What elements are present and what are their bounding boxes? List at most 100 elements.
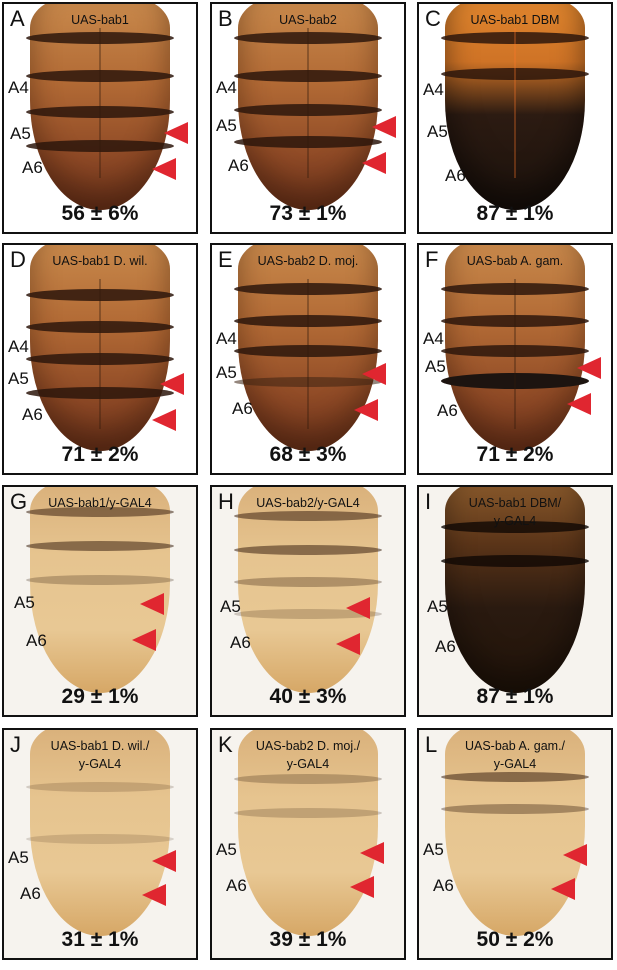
panel-K: K UAS-bab2 D. moj./ y-GAL4 A5 A6 39 ± 1% [210,728,406,960]
percentage-label: 71 ± 2% [476,443,554,466]
genotype-label: UAS-bab A. gam. [466,254,564,268]
panel-letter: J [10,732,21,757]
abdomen-photo [441,730,589,936]
segment-label: A4 [8,337,29,356]
panel-letter: E [218,247,233,272]
panel-D: D UAS-bab1 D. wil. A4 A5 A6 71 ± 2% [2,243,198,475]
red-arrow-icon [140,593,164,615]
segment-label: A6 [22,158,43,177]
segment-label: A5 [8,369,29,388]
red-arrow-icon [360,842,384,864]
segment-label: A5 [423,840,444,859]
panel-F: F UAS-bab A. gam. A4 A5 A6 71 ± 2% [417,243,613,475]
red-arrow-icon [152,850,176,872]
percentage-label: 68 ± 3% [269,443,347,466]
red-arrow-icon [362,152,386,174]
red-arrow-icon [142,884,166,906]
panel-L: L UAS-bab A. gam./ y-GAL4 A5 A6 50 ± 2% [417,728,613,960]
abdomen-photo [26,245,174,451]
red-arrow-icon [350,876,374,898]
genotype-label: UAS-bab1 D. wil. [52,254,148,268]
segment-label: A6 [20,884,41,903]
abdomen-photo [234,245,382,451]
genotype-label: UAS-bab1 DBM/ y-GAL4 [468,496,562,528]
red-arrow-icon [132,629,156,651]
abdomen-photo [234,730,382,936]
panel-letter: K [218,732,233,757]
segment-label: A6 [22,405,43,424]
segment-label: A4 [216,78,237,97]
red-arrow-icon [551,878,575,900]
segment-label: A4 [423,80,444,99]
percentage-label: 39 ± 1% [269,928,347,951]
genotype-label: UAS-bab2 D. moj./ y-GAL4 [255,739,361,771]
segment-label: A6 [228,156,249,175]
segment-label: A5 [427,122,448,141]
segment-label: A5 [220,597,241,616]
segment-label: A6 [445,166,466,185]
abdomen-photo [234,4,382,210]
red-arrow-icon [152,409,176,431]
genotype-label: UAS-bab1 DBM [470,13,560,27]
abdomen-photo [234,487,382,693]
segment-label: A6 [433,876,454,895]
panel-letter: H [218,489,234,514]
segment-label: A5 [8,848,29,867]
segment-label: A6 [26,631,47,650]
panel-letter: D [10,247,26,272]
panel-C: C UAS-bab1 DBM A4 A5 A6 87 ± 1% [417,2,613,234]
red-arrow-icon [577,357,601,379]
red-arrow-icon [362,363,386,385]
segment-label: A5 [14,593,35,612]
panel-E: E UAS-bab2 D. moj. A4 A5 A6 68 ± 3% [210,243,406,475]
percentage-label: 56 ± 6% [61,202,139,225]
segment-label: A6 [435,637,456,656]
percentage-label: 29 ± 1% [61,685,139,708]
segment-label: A5 [10,124,31,143]
segment-label: A4 [8,78,29,97]
panel-letter: L [425,732,438,757]
segment-label: A6 [437,401,458,420]
segment-label: A5 [427,597,448,616]
red-arrow-icon [164,122,188,144]
red-arrow-icon [152,158,176,180]
panel-letter: C [425,6,441,31]
red-arrow-icon [354,399,378,421]
abdomen-photo [26,487,174,693]
panel-letter: G [10,489,28,514]
segment-label: A5 [216,840,237,859]
red-arrow-icon [346,597,370,619]
segment-label: A5 [216,116,237,135]
panel-A: A UAS-bab1 A4 A5 A6 56 ± 6% [2,2,198,234]
segment-label: A4 [423,329,444,348]
panel-letter: B [218,6,233,31]
segment-label: A5 [425,357,446,376]
genotype-label: UAS-bab2 [279,13,337,27]
segment-label: A6 [232,399,253,418]
abdomen-photo [441,487,589,693]
panel-I: I UAS-bab1 DBM/ y-GAL4 A5 A6 87 ± 1% [417,485,613,717]
abdomen-photo [26,4,174,210]
genotype-label: UAS-bab A. gam./ y-GAL4 [464,739,566,771]
panel-H: H UAS-bab2/y-GAL4 A5 A6 40 ± 3% [210,485,406,717]
panel-letter: I [425,489,432,514]
genotype-label: UAS-bab2/y-GAL4 [256,496,360,510]
percentage-label: 50 ± 2% [476,928,554,951]
panel-G: G UAS-bab1/y-GAL4 A5 A6 29 ± 1% [2,485,198,717]
panel-J: J UAS-bab1 D. wil./ y-GAL4 A5 A6 31 ± 1% [2,728,198,960]
segment-label: A5 [216,363,237,382]
panel-B: B UAS-bab2 A4 A5 A6 73 ± 1% [210,2,406,234]
segment-label: A6 [226,876,247,895]
percentage-label: 40 ± 3% [269,685,347,708]
genotype-label: UAS-bab1 [71,13,129,27]
abdomen-photo [441,4,589,210]
percentage-label: 73 ± 1% [269,202,347,225]
red-arrow-icon [336,633,360,655]
genotype-label: UAS-bab2 D. moj. [257,254,359,268]
red-arrow-icon [160,373,184,395]
percentage-label: 31 ± 1% [61,928,139,951]
percentage-label: 87 ± 1% [476,202,554,225]
genotype-label: UAS-bab1 D. wil./ y-GAL4 [50,739,150,771]
segment-label: A4 [216,329,237,348]
genotype-label: UAS-bab1/y-GAL4 [48,496,152,510]
